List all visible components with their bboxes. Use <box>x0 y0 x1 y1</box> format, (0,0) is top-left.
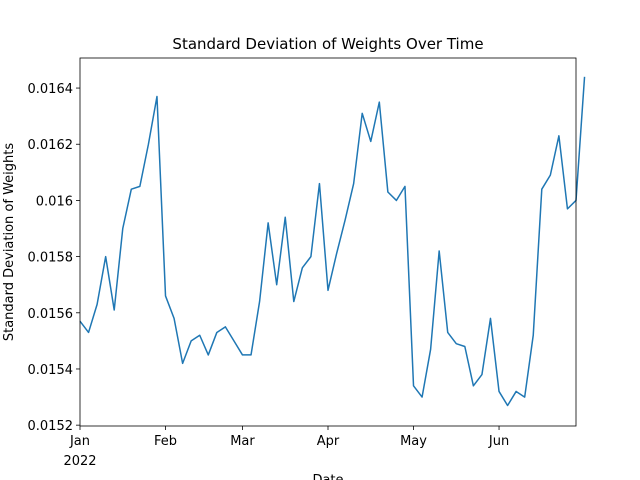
x-tick-label: Apr <box>317 434 340 449</box>
x-tick-sublabel: 2022 <box>63 454 96 469</box>
x-tick-label: Feb <box>154 434 177 449</box>
y-axis-label: Standard Deviation of Weights <box>2 143 17 342</box>
x-tick-label: Jan <box>69 434 90 449</box>
x-tick-label: Jun <box>488 434 509 449</box>
chart-title: Standard Deviation of Weights Over Time <box>172 35 483 53</box>
y-tick-label: 0.0158 <box>28 251 74 266</box>
x-axis-label: Date <box>312 473 343 480</box>
plot-frame <box>79 57 577 427</box>
y-tick-label: 0.0154 <box>28 363 74 378</box>
x-tick-label: Mar <box>230 434 255 449</box>
y-tick-label: 0.0164 <box>28 82 74 97</box>
y-tick-label: 0.0162 <box>28 138 74 153</box>
data-line <box>79 76 586 407</box>
y-tick-label: 0.0156 <box>28 307 74 322</box>
y-tick-label: 0.0152 <box>28 419 74 434</box>
x-tick-label: May <box>400 434 427 449</box>
y-tick-label: 0.016 <box>36 194 73 209</box>
